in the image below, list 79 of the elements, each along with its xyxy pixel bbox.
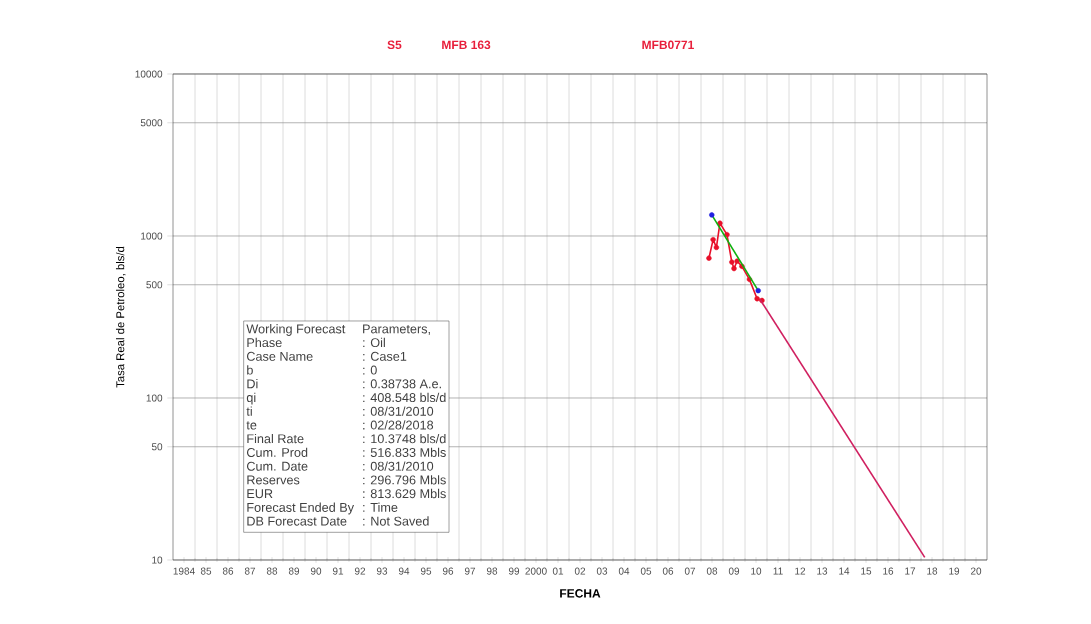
x-tick-label: 94 (398, 567, 410, 575)
annotation: Forecast Ended By (247, 502, 355, 515)
x-tick-label: 13 (817, 567, 828, 575)
y-tick-label: 10 (152, 556, 163, 564)
annotation: DB Forecast Date (247, 516, 347, 526)
x-tick-label: 19 (949, 567, 960, 575)
x-tick-label: 90 (310, 567, 322, 575)
x-tick-label: 2000 (525, 567, 547, 575)
x-tick-label: 02 (574, 567, 586, 575)
x-tick-label: 03 (596, 567, 608, 575)
x-tick-label: 11 (773, 567, 783, 575)
x-tick-label: 09 (728, 567, 740, 575)
chart-subtitle: MFB 163 (442, 40, 491, 50)
x-tick-label: 95 (420, 567, 432, 575)
x-tick-label: 86 (222, 567, 234, 575)
chart-title: S5 (387, 40, 402, 50)
annotation: Cum. Date (246, 461, 308, 471)
annotation: Final Rate (247, 433, 304, 444)
x-tick-label: 88 (266, 567, 278, 575)
annotation: b (247, 365, 253, 375)
x-axis-title: FECHA (560, 589, 601, 598)
x-tick-label: 93 (376, 567, 388, 575)
y-axis-title: Tasa Real de Petroleo, bls/d (115, 246, 126, 388)
annotation: : 02/28/2018 (363, 420, 434, 430)
x-tick-label: 96 (442, 567, 454, 575)
annotation: : Oil (363, 337, 385, 348)
x-tick-label: 04 (618, 567, 630, 575)
x-tick-label: 01 (552, 567, 564, 575)
y-tick-label: 100 (146, 394, 163, 402)
annotation: Working Forecast (246, 324, 346, 336)
x-tick-label: 12 (795, 567, 806, 575)
annotation: ti (246, 406, 252, 416)
y-tick-label: 10000 (135, 70, 163, 78)
x-tick-label: 10 (751, 567, 762, 575)
annotation: : Time (363, 502, 398, 512)
annotation: Reserves (247, 475, 300, 485)
x-tick-label: 1984 (173, 567, 195, 575)
x-tick-label: 14 (839, 567, 850, 575)
annotation: Phase (247, 337, 282, 348)
annotation: : 408.548 bls/d (363, 392, 446, 403)
annotation: qi (246, 392, 256, 405)
annotation: : 516.833 Mbls (363, 447, 446, 457)
annotation: : 0 (363, 365, 377, 375)
x-tick-label: 99 (508, 567, 520, 575)
y-tick-label: 5000 (140, 119, 163, 127)
x-tick-label: 89 (288, 567, 300, 575)
annotation: : Not Saved (363, 516, 429, 526)
annotation: Di (247, 379, 258, 389)
x-tick-label: 07 (684, 567, 696, 575)
x-tick-label: 08 (706, 567, 718, 575)
x-tick-label: 06 (662, 567, 674, 575)
x-tick-label: 87 (244, 567, 256, 575)
annotation: : 296.796 Mbls (363, 475, 446, 485)
annotation: : 08/31/2010 (363, 461, 434, 471)
x-tick-label: 20 (970, 567, 982, 575)
x-tick-label: 98 (486, 567, 498, 575)
y-tick-label: 50 (151, 443, 163, 451)
y-tick-label: 500 (146, 281, 163, 289)
annotation: : Case1 (363, 351, 407, 361)
text: MFB0771 (642, 40, 694, 50)
x-tick-label: 15 (861, 567, 872, 575)
annotation: : 813.629 Mbls (363, 488, 446, 499)
y-tick-label: 1000 (141, 232, 163, 240)
x-tick-label: 97 (464, 567, 476, 575)
annotation: Parameters, (363, 324, 430, 335)
annotation: : 08/31/2010 (363, 406, 434, 416)
x-tick-label: 92 (354, 567, 366, 575)
annotation: EUR (247, 489, 273, 499)
x-tick-label: 16 (883, 567, 894, 575)
x-tick-label: 85 (200, 567, 212, 575)
x-tick-label: 18 (927, 567, 938, 575)
x-tick-label: 05 (640, 567, 652, 575)
annotation: : 0.38738 A.e. (363, 379, 441, 389)
annotation: Cum. Prod (246, 447, 308, 457)
annotation: Case Name (246, 351, 313, 361)
annotation: : 10.3748 bls/d (363, 433, 446, 444)
annotation: te (246, 421, 257, 430)
x-tick-label: 91 (332, 567, 344, 575)
x-tick-label: 17 (905, 567, 916, 575)
